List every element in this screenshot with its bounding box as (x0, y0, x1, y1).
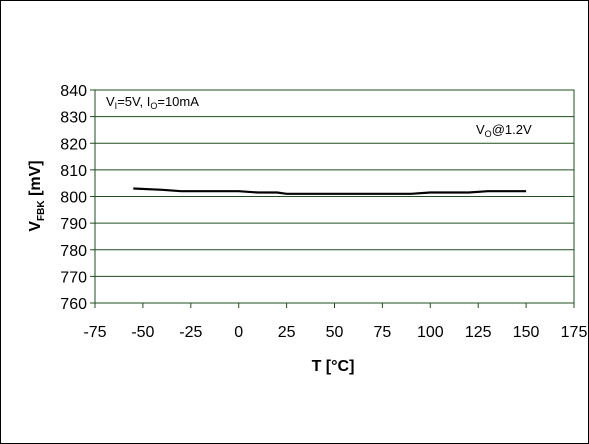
x-tick-label: 175 (561, 324, 588, 341)
x-tick-label: -25 (179, 324, 202, 341)
tick-marks (90, 89, 575, 308)
x-tick-label: -50 (131, 324, 154, 341)
x-tick-label: 150 (513, 324, 540, 341)
x-tick-label: 125 (465, 324, 492, 341)
y-tick-label: 760 (60, 296, 87, 313)
x-tick-label: 100 (417, 324, 444, 341)
x-tick-label: 50 (326, 324, 344, 341)
x-tick-label: 75 (374, 324, 392, 341)
y-tick-label: 780 (60, 243, 87, 260)
output-annotation: VO@1.2V (476, 122, 532, 139)
y-tick-label: 820 (60, 136, 87, 153)
series-line (133, 187, 527, 195)
x-axis-title: T [°C] (312, 358, 355, 375)
x-tick-label: 0 (234, 324, 243, 341)
y-tick-label: 770 (60, 269, 87, 286)
conditions-annotation: VI=5V, IO=10mA (106, 94, 199, 111)
y-axis-title: VFBK [mV] (27, 160, 47, 231)
x-tick-label: -75 (83, 324, 106, 341)
x-tick-label: 25 (278, 324, 296, 341)
y-tick-label: 840 (60, 83, 87, 100)
y-tick-label: 830 (60, 110, 87, 127)
y-tick-label: 800 (60, 190, 87, 207)
y-tick-label: 810 (60, 163, 87, 180)
y-tick-label: 790 (60, 216, 87, 233)
tick-labels: 760 770 780 790 800 810 820 830 840 -75 -50 -25 0 25 5… (60, 83, 587, 341)
